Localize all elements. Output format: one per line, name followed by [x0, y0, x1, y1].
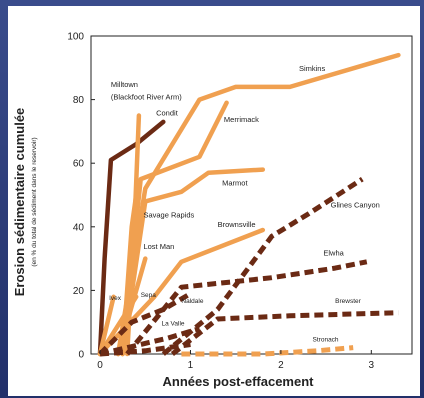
annotation-ivex: Ivex — [109, 295, 122, 302]
x-tick-label-2: 2 — [278, 360, 284, 371]
annotation-milltown: Milltown — [111, 80, 138, 89]
annotation-elwha: Elwha — [323, 248, 344, 257]
x-tick-label-3: 3 — [369, 360, 375, 371]
annotation-blackfoot-river-arm: (Blackfoot River Arm) — [111, 93, 182, 102]
series-line-stronach-11 — [181, 348, 353, 354]
y-axis-subtitle: (en % du total de sédiment dans le reser… — [31, 137, 38, 266]
annotation-naldale: Naldale — [181, 298, 203, 305]
series-line-brewster-10 — [172, 313, 398, 354]
annotation-lost-man: Lost Man — [143, 242, 174, 251]
erosion-chart: 0 1 2 3 0 20 40 60 80 100 Milltown (Blackfoot Rive… — [8, 6, 420, 396]
y-tick-label-20: 20 — [73, 286, 85, 297]
y-tick-label-0: 0 — [78, 350, 84, 361]
annotation-la-valle: La Valle — [162, 320, 185, 327]
x-tick-label-0: 0 — [97, 360, 103, 371]
y-tick-label-80: 80 — [73, 95, 85, 106]
annotation-sepa: Sepa — [141, 292, 157, 299]
slide-frame: 0 1 2 3 0 20 40 60 80 100 Milltown (Blackfoot Rive… — [8, 6, 420, 396]
y-tick-label-60: 60 — [73, 159, 85, 170]
annotation-glines-canyon: Glines Canyon — [331, 201, 380, 210]
x-tick-label-1: 1 — [188, 360, 194, 371]
annotation-brewster: Brewster — [335, 298, 361, 305]
y-axis-title: Erosion sédimentaire cumulée — [12, 108, 27, 297]
annotation-simkins: Simkins — [299, 64, 326, 73]
annotation-brownsville: Brownsville — [218, 220, 256, 229]
annotation-savage-rapids: Savage Rapids — [143, 210, 194, 219]
annotation-marmot: Marmot — [222, 178, 248, 187]
y-tick-label-100: 100 — [67, 32, 84, 43]
y-tick-label-40: 40 — [73, 222, 85, 233]
annotation-condit: Condit — [156, 109, 179, 118]
annotation-merrimack: Merrimack — [224, 115, 259, 124]
annotation-stronach: Stronach — [313, 336, 339, 343]
x-axis-title: Années post-effacement — [163, 374, 315, 389]
